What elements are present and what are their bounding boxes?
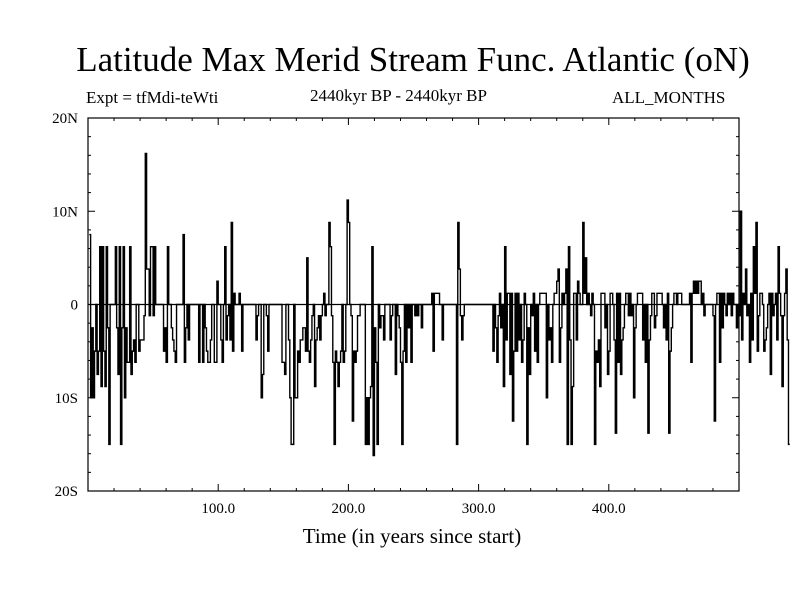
- x-tick-label: 100.0: [201, 501, 235, 517]
- x-tick-label: 400.0: [592, 501, 626, 517]
- experiment-label: Expt = tfMdi-teWti: [86, 88, 219, 107]
- period-label: 2440kyr BP - 2440kyr BP: [310, 86, 487, 105]
- y-tick-label: 20N: [52, 111, 78, 127]
- series-line: [89, 152, 790, 457]
- x-tick-label: 200.0: [332, 501, 366, 517]
- y-tick-label: 10S: [55, 391, 78, 407]
- x-tick-label: 300.0: [462, 501, 496, 517]
- x-axis-label: Time (in years since start): [303, 524, 522, 548]
- y-tick-label: 10N: [52, 204, 78, 220]
- months-label: ALL_MONTHS: [612, 88, 726, 107]
- chart-title: Latitude Max Merid Stream Func. Atlantic…: [76, 40, 750, 79]
- y-tick-label: 0: [71, 298, 79, 314]
- y-tick-label: 20S: [55, 484, 78, 500]
